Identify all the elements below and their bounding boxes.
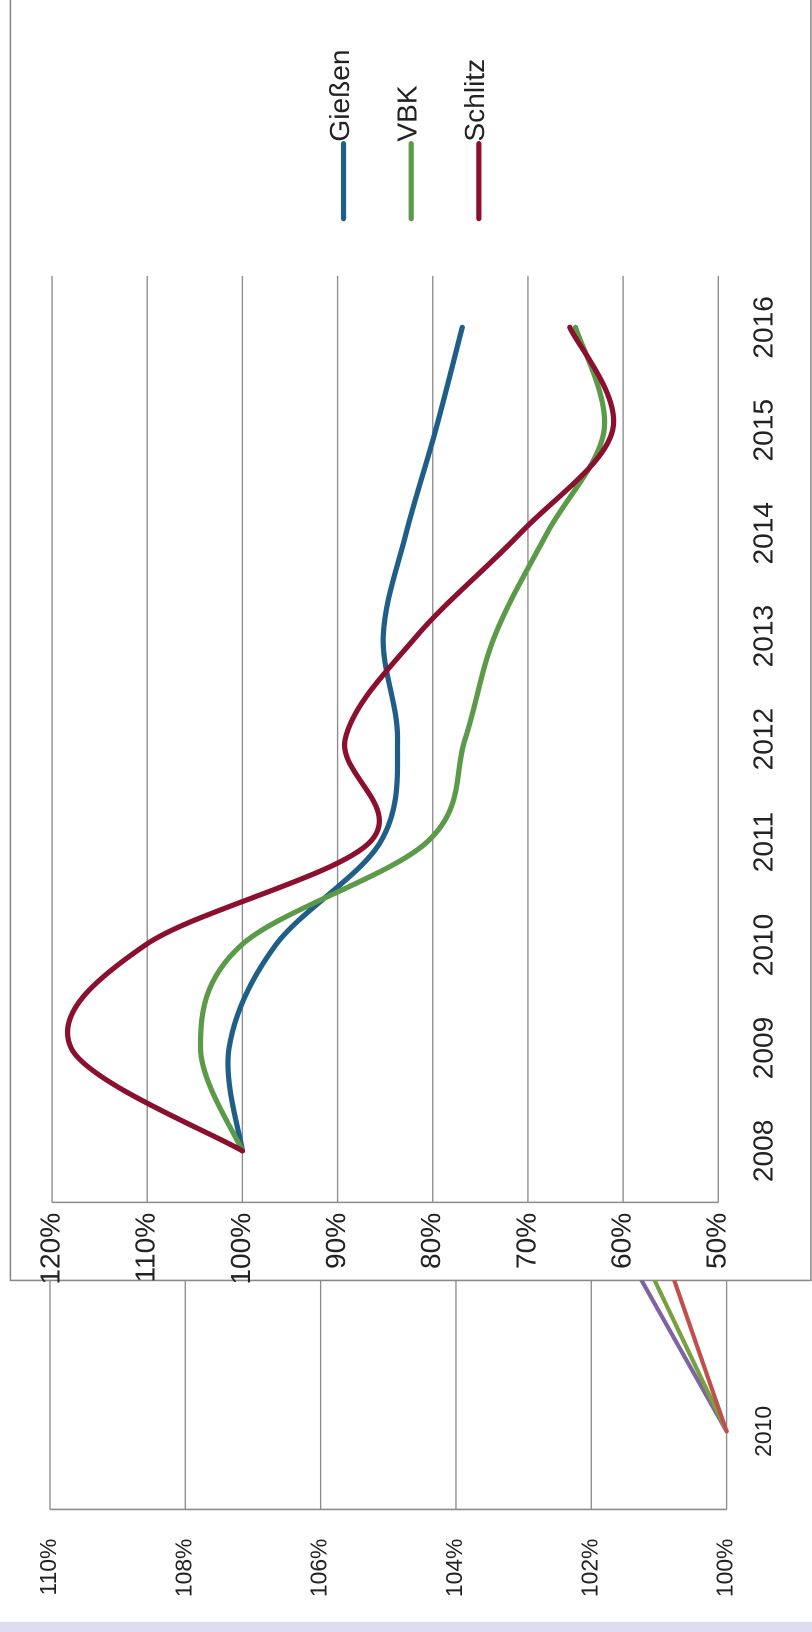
- y-tick-label: 106%: [306, 1539, 332, 1598]
- legend-label: Gießen: [324, 49, 355, 141]
- y-tick-label: 70%: [510, 1213, 541, 1269]
- y-tick-label: 120%: [34, 1213, 65, 1285]
- y-tick-label: 108%: [170, 1539, 196, 1598]
- x-tick-label: 2015: [748, 399, 779, 462]
- y-tick-label: 100%: [712, 1539, 738, 1598]
- series-line: [64, 324, 617, 1154]
- y-tick-label: 110%: [130, 1213, 161, 1283]
- x-tick-label: 2009: [748, 1017, 779, 1080]
- legend-label: VBK: [392, 85, 423, 141]
- x-tick-label: 2011: [748, 812, 779, 872]
- y-tick-label: 90%: [320, 1213, 351, 1269]
- y-tick-label: 50%: [701, 1213, 732, 1269]
- series-lines: [64, 324, 617, 1154]
- x-tick-label: 2010: [748, 914, 779, 977]
- bottom-strip: [0, 1621, 812, 1632]
- x-tick-label: 2010: [750, 1406, 776, 1457]
- y-tick-label: 110%: [35, 1539, 61, 1596]
- x-tick-label: 2008: [748, 1120, 779, 1183]
- y-tick-label: 100%: [225, 1213, 256, 1285]
- legend-label: Schlitz: [459, 59, 490, 142]
- series-line: [670, 1280, 729, 1434]
- series-lines: [636, 1280, 729, 1434]
- x-tick-label: 2013: [748, 605, 779, 668]
- y-tick-label: 102%: [576, 1539, 602, 1598]
- main-chart: 50% 60% 70% 80% 90% 100% 110% 120% 2008 2009 2010 2…: [34, 49, 778, 1284]
- y-tick-label: 104%: [441, 1539, 467, 1598]
- series-line: [225, 324, 465, 1154]
- chart-frame: [9, 0, 812, 1282]
- x-tick-label: 2016: [748, 296, 779, 359]
- y-tick-label: 80%: [415, 1213, 446, 1269]
- x-tick-label: 2012: [748, 708, 779, 771]
- second-chart: 100% 102% 104% 106% 108% 110% 2010: [35, 1280, 776, 1598]
- y-tick-label: 60%: [606, 1213, 637, 1269]
- x-tick-label: 2014: [748, 502, 779, 565]
